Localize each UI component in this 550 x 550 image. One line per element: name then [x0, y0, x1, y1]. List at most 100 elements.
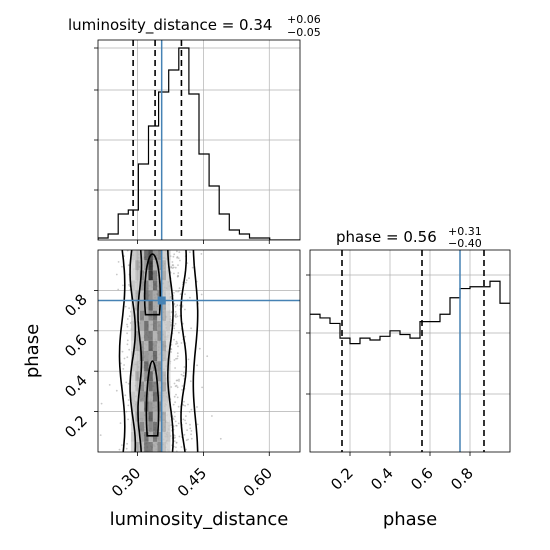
sample-point	[124, 394, 127, 397]
sample-point	[176, 342, 179, 345]
sample-point	[175, 424, 178, 427]
density-cell	[144, 260, 149, 271]
density-cell	[144, 310, 149, 321]
contour-line	[129, 250, 137, 452]
sample-point	[128, 307, 131, 309]
density-cell	[130, 340, 136, 351]
density-cell	[139, 330, 145, 341]
density-cell	[161, 441, 167, 452]
density-cell	[161, 300, 167, 311]
sample-point	[178, 251, 181, 254]
sample-point	[117, 288, 120, 291]
sample-point	[190, 430, 193, 432]
density-cell	[139, 371, 145, 382]
density-cell	[148, 391, 153, 402]
sample-point	[127, 404, 130, 407]
sample-point	[184, 404, 187, 407]
ld-title-sub: −0.05	[287, 26, 321, 39]
density-cell	[139, 391, 145, 402]
contour-line	[166, 250, 174, 452]
density-cell	[130, 381, 136, 392]
density-cell	[157, 250, 162, 261]
sample-point	[190, 327, 193, 330]
sample-point	[122, 368, 125, 370]
density-cell	[152, 391, 158, 402]
density-cell	[161, 260, 167, 271]
density-cell	[166, 340, 171, 351]
x-tick-label: 0.45	[174, 464, 210, 500]
density-cell	[144, 361, 149, 372]
density-cell	[144, 290, 149, 301]
density-cell	[135, 280, 140, 291]
density-cell	[130, 330, 136, 341]
y-tick-label: 0.4	[61, 371, 91, 401]
density-cell	[148, 330, 153, 341]
phase-panel-title: phase = 0.56	[336, 228, 437, 246]
sample-point	[126, 356, 129, 359]
phase-quantile-lines	[341, 250, 485, 452]
sample-point	[175, 340, 178, 343]
density-cell	[139, 250, 145, 261]
sample-point	[184, 335, 187, 338]
sample-point	[173, 253, 176, 256]
sample-point	[177, 272, 180, 274]
sample-point	[190, 433, 193, 436]
density-cell	[161, 320, 167, 331]
density-cell	[144, 320, 149, 331]
density-cell	[144, 300, 149, 311]
density-cell	[161, 361, 167, 372]
phase-title-main: phase = 0.56	[336, 228, 437, 246]
sample-point	[174, 367, 177, 369]
density-cell	[144, 340, 149, 351]
sample-point	[184, 419, 187, 422]
sample-point	[115, 273, 118, 276]
sample-point	[170, 348, 173, 351]
density-cell	[161, 330, 167, 341]
sample-point	[185, 448, 188, 451]
joint-panel: 0.30 0.45 0.60 0.2 0.4 0.6 0.8	[61, 249, 301, 500]
density-cell	[157, 441, 162, 452]
density-cell	[135, 250, 140, 261]
sample-point	[183, 372, 185, 374]
sample-point	[211, 415, 213, 417]
density-cell	[135, 391, 140, 402]
contour-line	[137, 250, 143, 452]
sample-point	[173, 434, 176, 437]
density-cell	[130, 441, 136, 452]
density-cell	[139, 431, 145, 442]
sample-point	[180, 446, 183, 448]
density-cell	[130, 250, 136, 261]
sample-point	[177, 274, 179, 277]
ld-panel-title: luminosity_distance = 0.34	[68, 16, 272, 35]
density-cell	[148, 280, 153, 291]
density-cell	[161, 250, 167, 261]
density-cell	[157, 381, 162, 392]
density-cell	[157, 351, 162, 362]
sample-point	[175, 290, 178, 293]
sample-point	[172, 266, 175, 269]
density-cell	[139, 441, 145, 452]
density-cell	[148, 260, 153, 271]
density-cell	[157, 421, 162, 432]
phase-title-sup: +0.31	[448, 225, 482, 238]
sample-point	[119, 422, 122, 424]
density-cell	[152, 340, 158, 351]
sample-point	[176, 256, 179, 259]
density-cell	[148, 290, 153, 301]
sample-point	[121, 444, 123, 446]
sample-point	[115, 389, 118, 392]
sample-point	[219, 437, 222, 440]
joint-contours	[118, 250, 199, 452]
sample-point	[177, 257, 180, 259]
density-cell	[161, 351, 167, 362]
sample-point	[188, 277, 190, 280]
density-cell	[152, 330, 158, 341]
density-cell	[130, 391, 136, 402]
phase-marginal-frame	[309, 249, 511, 453]
sample-point	[126, 325, 129, 328]
sample-point	[175, 357, 177, 360]
density-cell	[157, 371, 162, 382]
density-cell	[152, 310, 158, 321]
sample-point	[171, 261, 174, 263]
x-tick-label: 0.2	[327, 464, 357, 494]
